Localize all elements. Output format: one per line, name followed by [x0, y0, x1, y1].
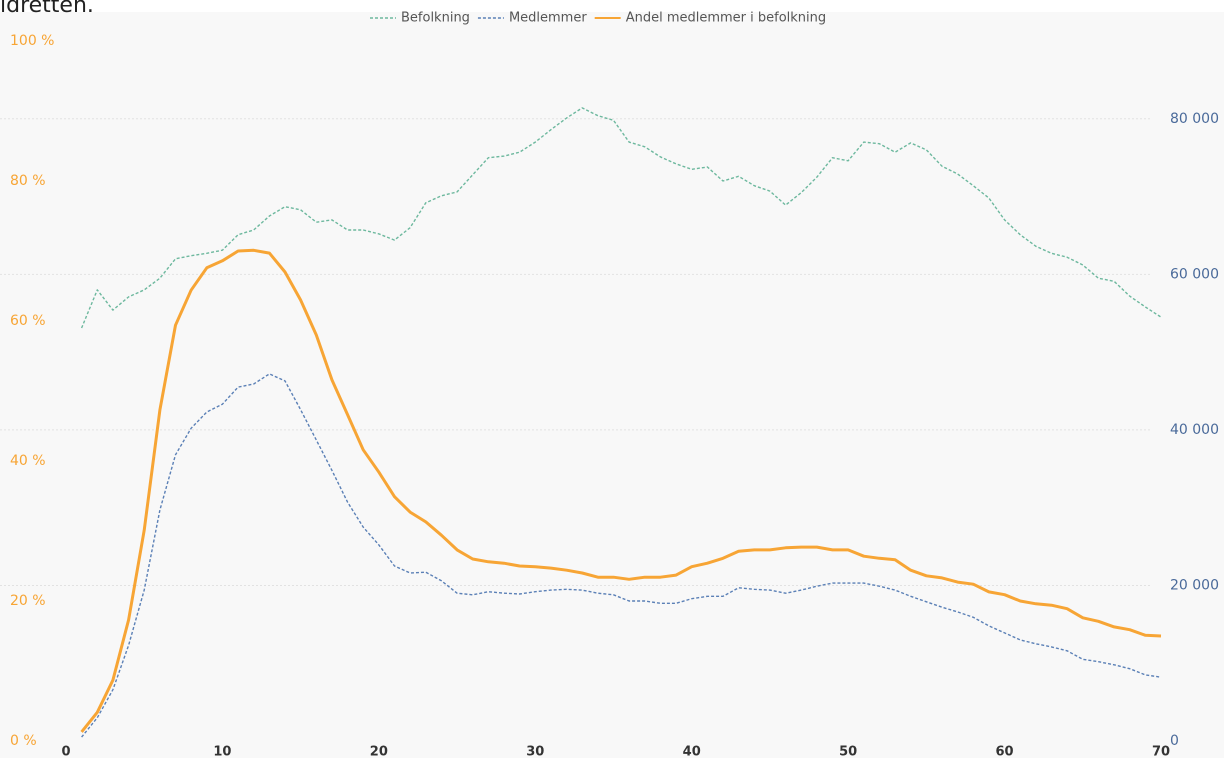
x-tick-label: 30	[526, 745, 544, 758]
y-tick-label: 0 %	[10, 733, 37, 749]
x-tick-label: 0	[61, 745, 70, 758]
legend-label: Befolkning	[401, 11, 470, 26]
y-tick-label: 80 %	[10, 173, 46, 189]
y-tick-label: 20 %	[10, 593, 46, 609]
chart-title: idretten.	[0, 0, 94, 18]
legend-label: Andel medlemmer i befolkning	[626, 11, 826, 26]
series-line	[80, 107, 1162, 329]
y-tick-label: 40 %	[10, 453, 46, 469]
y2-tick-label: 60 000	[1170, 266, 1219, 282]
x-tick-label: 50	[839, 745, 857, 758]
x-tick-label: 70	[1152, 745, 1170, 758]
y2-tick-label: 0	[1170, 733, 1179, 749]
x-tick-label: 60	[996, 745, 1014, 758]
y2-tick-label: 80 000	[1170, 111, 1219, 127]
series-line	[80, 248, 1162, 733]
y-tick-label: 100 %	[10, 33, 54, 49]
x-tick-label: 20	[370, 745, 388, 758]
x-tick-label: 40	[683, 745, 701, 758]
series-line	[81, 373, 1162, 738]
legend-label: Medlemmer	[509, 11, 587, 26]
plot-background	[0, 12, 1224, 758]
x-tick-label: 10	[213, 745, 231, 758]
y2-tick-label: 20 000	[1170, 577, 1219, 593]
y-tick-label: 60 %	[10, 313, 46, 329]
y2-tick-label: 40 000	[1170, 422, 1219, 438]
